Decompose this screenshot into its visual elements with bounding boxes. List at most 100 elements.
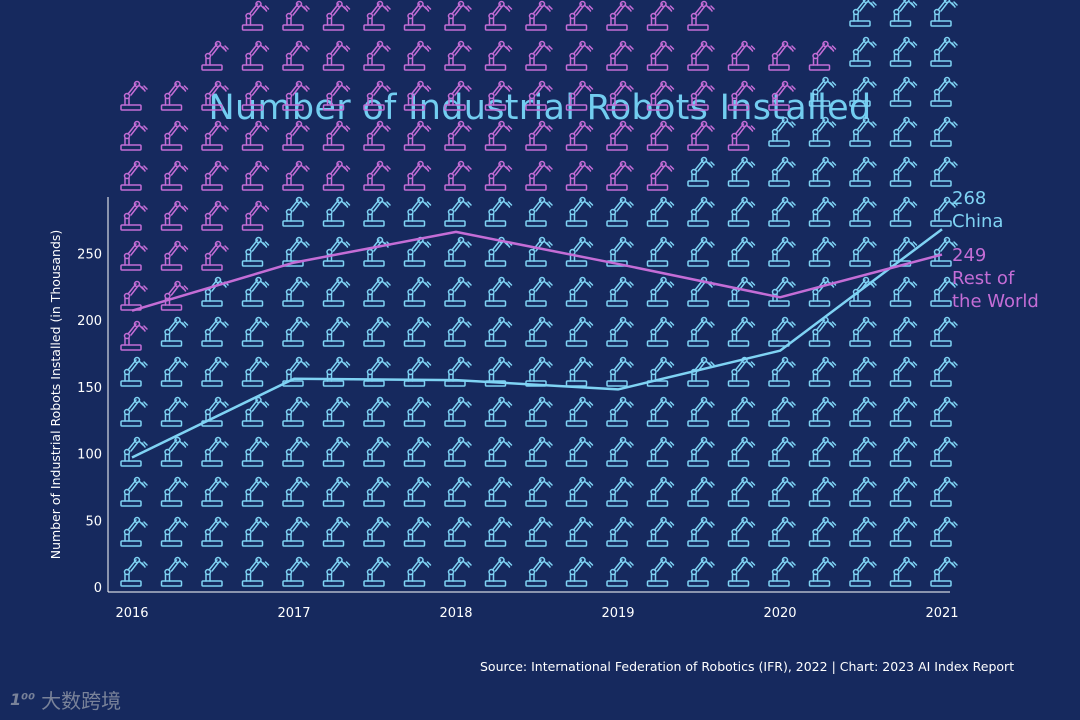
china-robot-icon xyxy=(565,236,594,267)
end-label-series-name: Rest of xyxy=(952,268,1015,289)
china-robot-icon xyxy=(565,476,594,507)
china-robot-icon xyxy=(565,516,594,547)
china-robot-icon xyxy=(646,436,675,467)
china-robot-icon xyxy=(403,476,432,507)
row-robot-icon xyxy=(768,80,796,111)
x-tick-label: 2017 xyxy=(277,606,310,621)
row-robot-icon xyxy=(525,80,553,111)
row-robot-icon xyxy=(241,160,270,191)
china-robot-icon xyxy=(322,276,351,307)
china-robot-icon xyxy=(889,156,918,187)
china-robot-icon xyxy=(646,316,675,347)
row-robot-icon xyxy=(322,0,351,31)
china-robot-icon xyxy=(363,396,391,427)
row-robot-icon xyxy=(646,120,675,151)
row-robot-icon xyxy=(646,160,675,191)
china-robot-icon xyxy=(282,556,310,587)
china-robot-icon xyxy=(930,436,958,467)
china-robot-icon xyxy=(525,196,553,227)
row-robot-icon xyxy=(120,80,148,111)
china-robot-icon xyxy=(727,236,756,267)
row-robot-icon xyxy=(160,120,189,151)
china-robot-icon xyxy=(322,316,351,347)
china-robot-icon xyxy=(930,396,958,427)
china-robot-icon xyxy=(930,156,958,187)
china-robot-icon xyxy=(727,556,756,587)
china-robot-icon xyxy=(120,516,148,547)
china-robot-icon xyxy=(930,116,958,147)
row-robot-icon xyxy=(282,80,310,111)
row-robot-icon xyxy=(201,40,229,71)
china-robot-icon xyxy=(808,396,837,427)
china-robot-icon xyxy=(282,436,310,467)
row-robot-icon xyxy=(646,80,675,111)
china-robot-icon xyxy=(646,396,675,427)
china-robot-icon xyxy=(241,356,270,387)
china-robot-icon xyxy=(808,276,837,307)
china-robot-icon xyxy=(687,476,715,507)
china-robot-icon xyxy=(363,196,391,227)
china-robot-icon xyxy=(606,436,634,467)
row-robot-icon xyxy=(322,40,351,71)
china-robot-icon xyxy=(727,476,756,507)
china-robot-icon xyxy=(322,516,351,547)
china-robot-icon xyxy=(930,316,958,347)
row-robot-icon xyxy=(403,120,432,151)
china-robot-icon xyxy=(322,476,351,507)
row-robot-icon xyxy=(484,40,513,71)
china-robot-icon xyxy=(565,436,594,467)
china-robot-icon xyxy=(768,396,796,427)
china-robot-icon xyxy=(403,316,432,347)
row-robot-icon xyxy=(282,160,310,191)
china-robot-icon xyxy=(808,156,837,187)
row-robot-icon xyxy=(444,40,472,71)
china-robot-icon xyxy=(444,436,472,467)
row-robot-icon xyxy=(282,120,310,151)
row-robot-icon xyxy=(120,160,148,191)
china-robot-icon xyxy=(565,196,594,227)
row-robot-icon xyxy=(363,120,391,151)
china-robot-icon xyxy=(403,196,432,227)
china-robot-icon xyxy=(687,396,715,427)
china-robot-icon xyxy=(565,556,594,587)
china-robot-icon xyxy=(768,356,796,387)
china-robot-icon xyxy=(525,316,553,347)
row-robot-icon xyxy=(606,0,634,31)
china-robot-icon xyxy=(282,196,310,227)
china-robot-icon xyxy=(565,396,594,427)
row-robot-icon xyxy=(241,80,270,111)
row-robot-icon xyxy=(403,160,432,191)
china-robot-icon xyxy=(930,516,958,547)
series-lines xyxy=(131,228,943,459)
row-robot-icon xyxy=(606,160,634,191)
x-tick-label: 2018 xyxy=(439,606,472,621)
china-robot-icon xyxy=(768,436,796,467)
china-robot-icon xyxy=(889,476,918,507)
china-robot-icon xyxy=(808,516,837,547)
row-robot-icon xyxy=(444,80,472,111)
china-robot-icon xyxy=(282,316,310,347)
china-robot-icon xyxy=(889,116,918,147)
china-robot-icon xyxy=(363,316,391,347)
china-robot-icon xyxy=(808,476,837,507)
chart-title: Number of Industrial Robots Installed xyxy=(208,88,872,128)
row-robot-icon xyxy=(606,40,634,71)
china-robot-icon xyxy=(160,556,189,587)
china-robot-icon xyxy=(808,316,837,347)
china-robot-icon xyxy=(687,516,715,547)
china-robot-icon xyxy=(565,276,594,307)
row-robot-icon xyxy=(120,280,148,311)
china-robot-icon xyxy=(201,356,229,387)
x-tick-label: 2019 xyxy=(601,606,634,621)
source-note: Source: International Federation of Robo… xyxy=(480,659,1015,674)
china-robot-icon xyxy=(444,396,472,427)
china-robot-icon xyxy=(768,236,796,267)
china-robot-icon xyxy=(241,516,270,547)
row-robot-icon xyxy=(241,120,270,151)
y-tick-label: 0 xyxy=(94,581,102,596)
china-robot-icon xyxy=(768,476,796,507)
china-robot-icon xyxy=(849,556,877,587)
china-robot-icon xyxy=(646,276,675,307)
china-robot-icon xyxy=(889,276,918,307)
